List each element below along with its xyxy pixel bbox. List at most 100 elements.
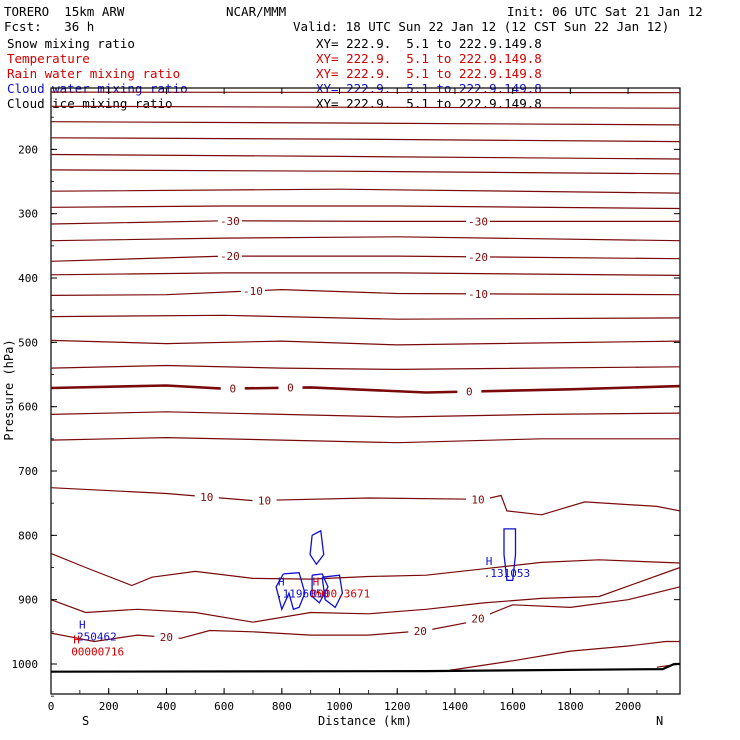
isotherm-label-bg bbox=[466, 611, 491, 625]
isotherm-label: 0 bbox=[287, 382, 294, 395]
isotherm-line bbox=[449, 640, 680, 671]
y-tick-label: 900 bbox=[18, 594, 38, 607]
endpoint-right: N bbox=[656, 714, 663, 728]
isotherm-line bbox=[50, 586, 681, 643]
extremum-marker-letter: H bbox=[486, 555, 493, 568]
x-tick-label: 800 bbox=[272, 700, 292, 713]
y-tick-label: 1000 bbox=[12, 658, 39, 671]
org-label: NCAR/MMM bbox=[226, 4, 287, 19]
isotherm-line bbox=[50, 364, 681, 371]
legend-temperature-label: Temperature bbox=[7, 51, 90, 66]
markers-layer: H.1196050H0000.3671H.131053H250462H00000… bbox=[71, 555, 530, 658]
isotherm-label: -10 bbox=[468, 288, 488, 301]
extremum-marker-value: .131053 bbox=[484, 567, 530, 580]
isotherm-label-bg bbox=[252, 493, 277, 507]
ground-surface-line bbox=[50, 662, 680, 673]
legend-rain-xy: XY= 222.9. 5.1 to 222.9.149.8 bbox=[316, 66, 542, 81]
isotherm-line bbox=[50, 339, 681, 346]
isotherm-line bbox=[50, 314, 681, 320]
isotherm-label: -30 bbox=[220, 215, 240, 228]
isotherm-label-bg bbox=[217, 249, 242, 263]
extremum-marker-letter: H bbox=[79, 619, 86, 632]
isotherm-line bbox=[50, 288, 681, 296]
isotherm-label-bg bbox=[240, 283, 265, 297]
extremum-marker-letter: H bbox=[73, 633, 80, 646]
x-tick-label: 1600 bbox=[499, 700, 526, 713]
legend-rain-label: Rain water mixing ratio bbox=[7, 66, 181, 81]
cloud-water-contour bbox=[311, 573, 329, 604]
isotherm-label: 20 bbox=[414, 625, 427, 638]
isotherm-label-bg bbox=[466, 492, 491, 506]
cloud-water-contour bbox=[275, 572, 306, 612]
x-tick-label: 1400 bbox=[442, 700, 469, 713]
extremum-marker-letter: H bbox=[278, 576, 285, 589]
isotherm-line bbox=[50, 105, 681, 109]
isotherm-line bbox=[50, 220, 680, 225]
isotherm-label-bg bbox=[278, 380, 303, 394]
ground-layer bbox=[50, 662, 680, 673]
isotherm-label-bg bbox=[457, 384, 482, 398]
isotherm-line bbox=[50, 272, 681, 276]
isotherm-label-bg bbox=[408, 623, 433, 637]
isotherm-label-bg bbox=[466, 249, 491, 263]
isotherm-label: 0 bbox=[466, 386, 473, 399]
y-tick-label: 300 bbox=[18, 208, 38, 221]
isotherm-label: 20 bbox=[471, 613, 484, 626]
valid-time: Valid: 18 UTC Sun 22 Jan 12 (12 CST Sun … bbox=[293, 19, 670, 34]
isotherm-line bbox=[50, 91, 681, 94]
legend-snow-xy: XY= 222.9. 5.1 to 222.9.149.8 bbox=[316, 36, 542, 51]
cloud-water-layer bbox=[275, 528, 517, 612]
x-tick-label: 200 bbox=[99, 700, 119, 713]
cloud-water-contour bbox=[309, 529, 325, 566]
cloud-water-contour bbox=[321, 574, 344, 609]
y-axis-label: Pressure (hPa) bbox=[2, 339, 16, 440]
isotherm-label: 10 bbox=[471, 493, 484, 506]
y-tick-label: 600 bbox=[18, 401, 38, 414]
axes-layer: 0 200 400 600 800 1000 1200 1400 1600 1800 2000200… bbox=[12, 88, 680, 713]
x-tick-label: 600 bbox=[214, 700, 234, 713]
isotherm-line bbox=[50, 188, 681, 194]
legend-snow-label: Snow mixing ratio bbox=[7, 36, 135, 51]
isotherm-label-bg bbox=[154, 630, 179, 644]
y-tick-label: 500 bbox=[18, 336, 38, 349]
isotherm-line bbox=[50, 169, 681, 175]
isotherm-line bbox=[50, 205, 681, 210]
isotherm-line bbox=[50, 255, 681, 262]
isotherm-line bbox=[50, 121, 681, 126]
isotherm-line bbox=[50, 566, 681, 623]
isotherm-label-bg bbox=[220, 381, 245, 395]
x-tick-label: 1800 bbox=[557, 700, 584, 713]
isotherm-label-bg bbox=[217, 213, 242, 227]
isotherm-label-bg bbox=[194, 489, 219, 503]
extremum-marker-value: 0000.3671 bbox=[311, 588, 371, 601]
isotherm-line bbox=[50, 487, 681, 516]
isotherm-line bbox=[50, 552, 681, 587]
isotherm-label: -10 bbox=[243, 285, 263, 298]
isotherm-label: -30 bbox=[468, 215, 488, 228]
x-tick-label: 0 bbox=[48, 700, 55, 713]
x-tick-label: 400 bbox=[156, 700, 176, 713]
plot-frame bbox=[50, 87, 681, 695]
y-tick-label: 800 bbox=[18, 529, 38, 542]
extremum-marker-value: 00000716 bbox=[71, 645, 124, 658]
isotherm-label-bg bbox=[466, 214, 491, 228]
isotherm-label: 0 bbox=[229, 383, 236, 396]
x-tick-label: 1000 bbox=[326, 700, 353, 713]
isotherm-label: 10 bbox=[200, 491, 213, 504]
isotherm-label: 20 bbox=[160, 631, 173, 644]
isotherms-layer: -30 -30 -20 -20 -10 -10 0 0 0 10 10 10 20 20 20 bbox=[50, 91, 681, 671]
init-time: Init: 06 UTC Sat 21 Jan 12 bbox=[507, 4, 703, 19]
isotherm-line bbox=[50, 384, 681, 394]
x-tick-label: 2000 bbox=[615, 700, 642, 713]
cloud-water-contour bbox=[503, 528, 517, 582]
x-axis-label: Distance (km) bbox=[318, 714, 412, 728]
model-title: TORERO 15km ARW bbox=[4, 4, 125, 19]
isotherm-label: -20 bbox=[220, 250, 240, 263]
isotherm-line bbox=[50, 436, 680, 444]
extremum-marker-value: 250462 bbox=[77, 631, 117, 644]
isotherm-line bbox=[50, 411, 681, 418]
forecast-hour: Fcst: 36 h bbox=[4, 19, 95, 34]
isotherm-label-bg bbox=[466, 286, 491, 300]
y-tick-label: 700 bbox=[18, 465, 38, 478]
legend-temperature-xy: XY= 222.9. 5.1 to 222.9.149.8 bbox=[316, 51, 542, 66]
